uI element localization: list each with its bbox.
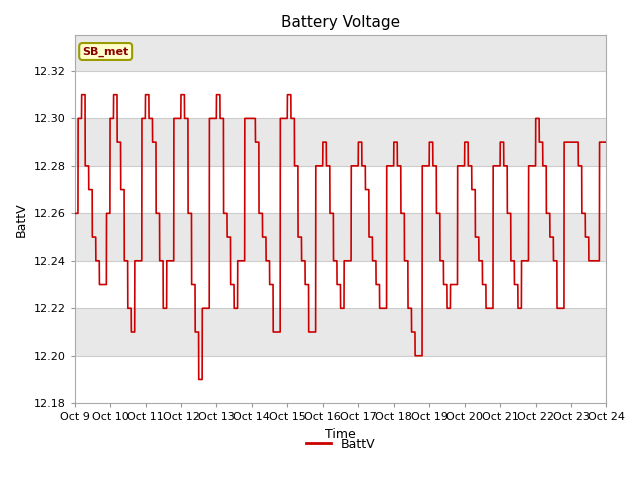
Bar xyxy=(75,166,607,213)
Bar xyxy=(75,71,607,119)
Bar xyxy=(75,24,607,71)
Legend: BattV: BattV xyxy=(301,433,380,456)
Bar xyxy=(75,261,607,308)
X-axis label: Time: Time xyxy=(325,428,356,441)
Bar xyxy=(75,213,607,261)
Bar xyxy=(75,119,607,166)
Bar xyxy=(75,356,607,403)
Y-axis label: BattV: BattV xyxy=(15,202,28,237)
Bar xyxy=(75,308,607,356)
Text: SB_met: SB_met xyxy=(83,47,129,57)
Title: Battery Voltage: Battery Voltage xyxy=(281,15,400,30)
